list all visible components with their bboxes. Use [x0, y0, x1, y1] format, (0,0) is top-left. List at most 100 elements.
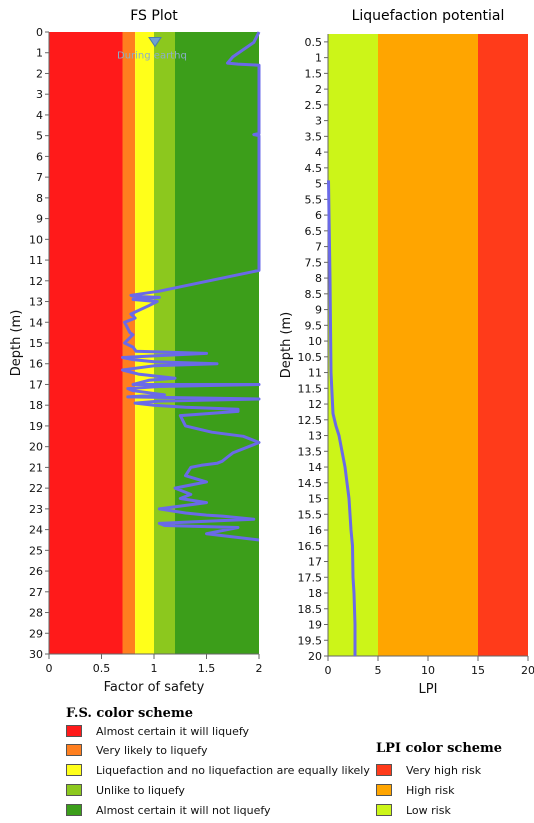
lpi-y-tick-label: 9.5 [305, 319, 323, 332]
fs-y-tick-label: 9 [36, 213, 43, 226]
lpi-y-tick-label: 12.5 [298, 414, 323, 427]
fs-legend-item: Almost certain it will liquefy [66, 724, 249, 738]
fs-legend-swatch [66, 725, 82, 737]
lpi-y-tick-label: 14 [308, 461, 322, 474]
lpi-legend-label: High risk [406, 783, 455, 797]
lpi-y-tick-label: 8.5 [305, 288, 323, 301]
lpi-y-tick-label: 4 [315, 146, 322, 159]
lpi-y-tick-label: 13 [308, 430, 322, 443]
lpi-legend-swatch [376, 764, 392, 776]
lpi-legend-item: High risk [376, 783, 454, 797]
lpi-y-tick-label: 1.5 [305, 67, 323, 80]
lpi-y-tick-label: 6.5 [305, 225, 323, 238]
fs-y-tick-label: 3 [36, 88, 43, 101]
fs-y-tick-label: 2 [36, 67, 43, 80]
fs-y-tick-label: 14 [29, 316, 43, 329]
fs-y-tick-label: 5 [36, 130, 43, 143]
lpi-y-tick-label: 20 [308, 650, 322, 663]
fs-y-tick-label: 6 [36, 150, 43, 163]
fs-x-tick-label: 1 [151, 662, 158, 675]
lpi-y-tick-label: 5.5 [305, 193, 323, 206]
lpi-y-tick-label: 6 [315, 209, 322, 222]
lpi-band [378, 34, 478, 656]
lpi-y-tick-label: 8 [315, 272, 322, 285]
fs-y-tick-label: 8 [36, 192, 43, 205]
fs-y-tick-label: 23 [29, 503, 43, 516]
fs-legend-label: Unlike to liquefy [96, 783, 185, 797]
fs-y-tick-label: 25 [29, 544, 43, 557]
fs-x-tick-label: 1.5 [198, 662, 216, 675]
fs-y-tick-label: 10 [29, 233, 43, 246]
fs-series-line [121, 31, 261, 542]
fs-y-tick-label: 0 [36, 26, 43, 39]
lpi-y-tick-label: 2.5 [305, 99, 323, 112]
lpi-y-tick-label: 18 [308, 587, 322, 600]
fs-y-tick-label: 29 [29, 627, 43, 640]
lpi-y-tick-label: 18.5 [298, 603, 323, 616]
fs-legend-item: Very likely to liquefy [66, 743, 207, 757]
fs-y-tick-label: 11 [29, 254, 43, 267]
fs-y-tick-label: 24 [29, 524, 43, 537]
lpi-x-tick-label: 10 [421, 664, 435, 677]
lpi-y-tick-label: 16.5 [298, 540, 323, 553]
lpi-y-tick-label: 7 [315, 241, 322, 254]
lpi-y-tick-label: 0.5 [305, 36, 323, 49]
lpi-y-tick-label: 16 [308, 524, 322, 537]
lpi-y-axis-label: Depth (m) [279, 312, 294, 379]
fs-y-tick-label: 18 [29, 399, 43, 412]
fs-y-tick-label: 27 [29, 586, 43, 599]
lpi-y-tick-label: 19.5 [298, 634, 323, 647]
fs-x-tick-label: 0.5 [93, 662, 111, 675]
lpi-y-tick-label: 15 [308, 493, 322, 506]
lpi-y-tick-label: 2 [315, 83, 322, 96]
lpi-y-tick-label: 17.5 [298, 571, 323, 584]
fs-x-axis-label: Factor of safety [104, 680, 205, 695]
fs-y-tick-label: 4 [36, 109, 43, 122]
lpi-y-tick-label: 14.5 [298, 477, 323, 490]
fs-legend-item: Unlike to liquefy [66, 783, 185, 797]
lpi-x-axis-label: LPI [419, 682, 438, 697]
lpi-y-tick-label: 3.5 [305, 130, 323, 143]
fs-legend-swatch [66, 764, 82, 776]
fs-band [135, 32, 154, 654]
fs-y-tick-label: 22 [29, 482, 43, 495]
fs-legend-label: Almost certain it will not liquefy [96, 803, 271, 817]
fs-x-tick-label: 2 [256, 662, 263, 675]
fs-y-tick-label: 26 [29, 565, 43, 578]
fs-x-tick-label: 0 [46, 662, 53, 675]
fs-y-tick-label: 28 [29, 607, 43, 620]
lpi-y-tick-label: 12 [308, 398, 322, 411]
lpi-y-tick-label: 11 [308, 367, 322, 380]
lpi-y-tick-label: 19 [308, 619, 322, 632]
fs-band [122, 32, 136, 654]
lpi-x-tick-label: 0 [325, 664, 332, 677]
lpi-series-line [327, 180, 357, 656]
fs-annotation-marker [148, 36, 162, 48]
fs-y-tick-label: 13 [29, 296, 43, 309]
lpi-y-tick-label: 5 [315, 178, 322, 191]
fs-legend-label: Almost certain it will liquefy [96, 724, 250, 738]
lpi-legend-item: Low risk [376, 803, 451, 817]
fs-y-tick-label: 19 [29, 420, 43, 433]
fs-band [175, 32, 259, 654]
lpi-y-tick-label: 13.5 [298, 445, 323, 458]
fs-legend-label: Very likely to liquefy [96, 743, 208, 757]
fs-y-tick-label: 20 [29, 441, 43, 454]
fs-y-axis-label: Depth (m) [9, 310, 24, 377]
fs-legend-title: F.S. color scheme [66, 706, 193, 721]
lpi-chart-title: Liquefaction potential [352, 8, 505, 24]
fs-y-tick-label: 16 [29, 358, 43, 371]
fs-band [49, 32, 123, 654]
lpi-legend-label: Low risk [406, 803, 451, 817]
lpi-y-tick-label: 9 [315, 304, 322, 317]
fs-band [154, 32, 175, 654]
lpi-legend-swatch [376, 804, 392, 816]
fs-y-tick-label: 30 [29, 648, 43, 661]
fs-y-tick-label: 7 [36, 171, 43, 184]
lpi-y-tick-label: 4.5 [305, 162, 323, 175]
lpi-legend-title: LPI color scheme [376, 741, 503, 756]
lpi-band [478, 34, 528, 656]
lpi-x-tick-label: 5 [375, 664, 382, 677]
lpi-y-tick-label: 10 [308, 335, 322, 348]
lpi-y-tick-label: 10.5 [298, 351, 323, 364]
